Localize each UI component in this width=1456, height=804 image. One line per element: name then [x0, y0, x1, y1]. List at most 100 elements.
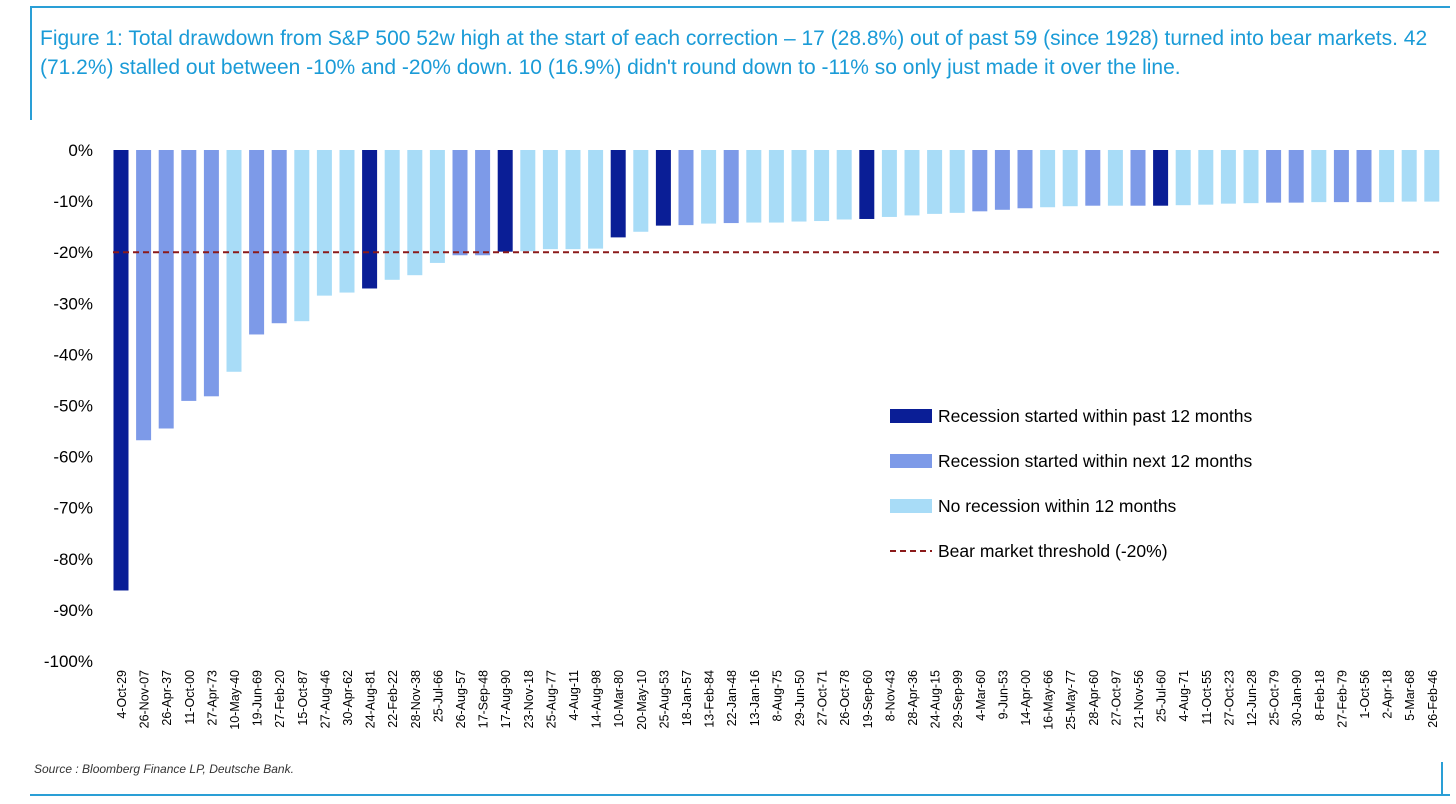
- x-tick-label: 8-Feb-18: [1313, 670, 1327, 721]
- x-tick-label: 4-Oct-29: [115, 670, 129, 719]
- x-tick-label: 5-Mar-68: [1403, 670, 1417, 721]
- bar: [1130, 150, 1146, 206]
- x-tick-label: 4-Aug-11: [567, 670, 581, 721]
- frame-top-border: [30, 6, 1450, 8]
- bar: [384, 150, 400, 280]
- bar: [1333, 150, 1349, 203]
- x-tick-label: 2-Apr-18: [1381, 670, 1395, 719]
- legend-label-threshold: Bear market threshold (-20%): [938, 541, 1168, 561]
- x-tick-label: 29-Sep-99: [951, 670, 965, 728]
- y-tick-label: 0%: [68, 141, 93, 160]
- bar: [1311, 150, 1327, 203]
- x-tick-label: 29-Jun-50: [793, 670, 807, 726]
- x-tick-label: 17-Aug-90: [499, 670, 513, 728]
- bar: [836, 150, 852, 220]
- bar: [158, 150, 174, 429]
- x-tick-label: 25-Jul-60: [1155, 670, 1169, 722]
- x-tick-label: 10-Mar-80: [612, 670, 626, 728]
- frame-left-border: [30, 6, 32, 120]
- x-tick-label: 19-Jun-69: [251, 670, 265, 726]
- bar: [316, 150, 332, 296]
- x-tick-label: 8-Nov-43: [883, 670, 897, 721]
- x-tick-label: 10-May-40: [228, 670, 242, 730]
- bar: [859, 150, 875, 219]
- x-tick-label: 28-Apr-60: [1087, 670, 1101, 726]
- bar: [1107, 150, 1123, 206]
- x-tick-label: 28-Nov-38: [409, 670, 423, 728]
- bar: [136, 150, 152, 441]
- x-tick-label: 27-Oct-97: [1109, 670, 1123, 726]
- bar: [1198, 150, 1214, 205]
- x-tick-label: 17-Sep-48: [477, 670, 491, 728]
- bar: [768, 150, 784, 223]
- legend-swatch-past: [890, 409, 932, 423]
- x-tick-label: 27-Feb-20: [273, 670, 287, 728]
- x-tick-label: 9-Jun-53: [996, 670, 1010, 719]
- y-tick-label: -30%: [53, 294, 93, 313]
- x-tick-label: 15-Oct-87: [296, 670, 310, 726]
- x-tick-label: 26-Oct-78: [838, 670, 852, 726]
- bar: [203, 150, 219, 397]
- x-tick-label: 20-May-10: [635, 670, 649, 730]
- y-tick-label: -20%: [53, 243, 93, 262]
- bar: [588, 150, 604, 249]
- x-tick-label: 25-Oct-79: [1268, 670, 1282, 726]
- bar: [1379, 150, 1395, 203]
- bar: [113, 150, 129, 591]
- x-tick-label: 11-Oct-00: [183, 670, 197, 725]
- y-tick-label: -50%: [53, 397, 93, 416]
- bar: [452, 150, 468, 256]
- x-tick-label: 26-Nov-07: [138, 670, 152, 728]
- x-tick-label: 22-Jan-48: [725, 670, 739, 726]
- x-tick-label: 25-Aug-77: [544, 670, 558, 728]
- bar: [972, 150, 988, 212]
- y-tick-label: -80%: [53, 550, 93, 569]
- x-tick-label: 16-May-66: [1042, 670, 1056, 730]
- x-tick-label: 21-Nov-56: [1132, 670, 1146, 728]
- bar: [475, 150, 491, 256]
- bar: [294, 150, 310, 322]
- bar: [949, 150, 965, 213]
- bar: [1153, 150, 1169, 206]
- bar: [1017, 150, 1033, 209]
- x-tick-label: 27-Aug-46: [318, 670, 332, 728]
- x-tick-label: 4-Aug-71: [1177, 670, 1191, 721]
- legend-swatch-none: [890, 499, 932, 513]
- bar: [1062, 150, 1078, 207]
- x-tick-label: 24-Aug-81: [364, 670, 378, 728]
- x-tick-label: 1-Oct-56: [1358, 670, 1372, 719]
- bar: [520, 150, 536, 252]
- y-tick-label: -60%: [53, 448, 93, 467]
- bar: [1040, 150, 1056, 208]
- legend-swatch-next: [890, 454, 932, 468]
- x-tick-label: 26-Feb-46: [1426, 670, 1440, 728]
- y-tick-label: -100%: [44, 652, 93, 671]
- bar: [994, 150, 1010, 210]
- x-tick-label: 23-Nov-18: [522, 670, 536, 728]
- bar: [271, 150, 287, 324]
- x-tick-label: 27-Apr-73: [205, 670, 219, 726]
- bar: [655, 150, 671, 226]
- bar: [927, 150, 943, 214]
- legend-label-past: Recession started within past 12 months: [938, 406, 1252, 426]
- bar: [746, 150, 762, 223]
- bar: [497, 150, 513, 252]
- x-tick-label: 26-Aug-57: [454, 670, 468, 728]
- legend-label-none: No recession within 12 months: [938, 496, 1177, 516]
- bar: [791, 150, 807, 222]
- figure-title: Figure 1: Total drawdown from S&P 500 52…: [40, 27, 1428, 79]
- x-tick-label: 25-Jul-66: [431, 670, 445, 722]
- bar: [249, 150, 265, 335]
- bar: [1085, 150, 1101, 206]
- source-note: Source : Bloomberg Finance LP, Deutsche …: [34, 762, 294, 776]
- x-tick-label: 4-Mar-60: [974, 670, 988, 721]
- x-tick-label: 30-Jan-90: [1290, 670, 1304, 726]
- x-tick-label: 12-Jun-28: [1245, 670, 1259, 726]
- x-tick-label: 18-Jan-57: [680, 670, 694, 726]
- bar: [881, 150, 897, 217]
- legend-label-next: Recession started within next 12 months: [938, 451, 1252, 471]
- x-tick-label: 22-Feb-22: [386, 670, 400, 728]
- x-tick-label: 27-Feb-79: [1335, 670, 1349, 728]
- x-tick-label: 11-Oct-55: [1200, 670, 1214, 725]
- x-tick-label: 25-May-77: [1064, 670, 1078, 730]
